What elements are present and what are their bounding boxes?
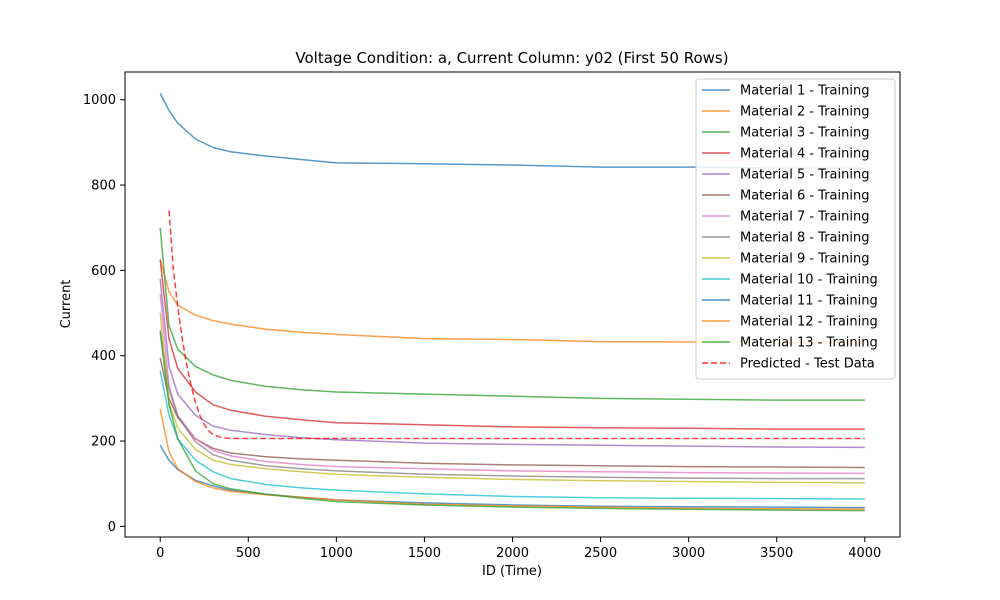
series-line-10 bbox=[159, 370, 865, 500]
series-line-2 bbox=[159, 259, 865, 344]
y-tick-label: 400 bbox=[91, 349, 116, 364]
legend-label: Material 3 - Training bbox=[740, 126, 869, 141]
legend-label: Predicted - Test Data bbox=[740, 357, 875, 372]
y-tick-label: 600 bbox=[91, 264, 116, 279]
y-tick-label: 200 bbox=[91, 435, 116, 450]
x-tick-label: 3500 bbox=[760, 546, 793, 561]
y-axis-label: Current bbox=[59, 280, 74, 329]
x-tick-label: 1000 bbox=[320, 546, 353, 561]
plot-area bbox=[159, 92, 865, 512]
legend-label: Material 11 - Training bbox=[740, 294, 878, 309]
legend-label: Material 9 - Training bbox=[740, 252, 869, 267]
series-line-8 bbox=[159, 329, 865, 480]
chart-title: Voltage Condition: a, Current Column: y0… bbox=[295, 49, 728, 67]
x-axis: 0 500 1000 1500 2000 2500 3000 3500 4000 bbox=[156, 537, 881, 561]
series-line-5 bbox=[159, 278, 865, 449]
series-line-3 bbox=[159, 227, 865, 401]
x-tick-label: 2000 bbox=[496, 546, 529, 561]
y-axis: 0 200 400 600 800 1000 bbox=[83, 93, 125, 535]
legend-label: Material 13 - Training bbox=[740, 336, 878, 351]
series-line-7 bbox=[159, 293, 865, 475]
legend-label: Material 8 - Training bbox=[740, 231, 869, 246]
y-tick-label: 0 bbox=[108, 520, 116, 535]
legend-label: Material 7 - Training bbox=[740, 210, 869, 225]
legend: Material 1 - Training Material 2 - Traini… bbox=[695, 78, 896, 380]
y-tick-label: 1000 bbox=[83, 93, 116, 108]
series-line-1 bbox=[159, 92, 865, 169]
series-line-4 bbox=[159, 259, 865, 430]
legend-label: Material 10 - Training bbox=[740, 273, 878, 288]
legend-label: Material 5 - Training bbox=[740, 168, 869, 183]
x-tick-label: 500 bbox=[236, 546, 261, 561]
legend-label: Material 2 - Training bbox=[740, 105, 869, 120]
x-tick-label: 3000 bbox=[672, 546, 705, 561]
series-line-9 bbox=[159, 312, 865, 484]
x-tick-label: 2500 bbox=[584, 546, 617, 561]
legend-label: Material 12 - Training bbox=[740, 315, 878, 330]
legend-label: Material 6 - Training bbox=[740, 189, 869, 204]
series-line-13 bbox=[159, 332, 865, 512]
series-line-12 bbox=[159, 408, 865, 511]
legend-label: Material 4 - Training bbox=[740, 147, 869, 162]
legend-label: Material 1 - Training bbox=[740, 84, 869, 99]
x-tick-label: 0 bbox=[156, 546, 164, 561]
x-tick-label: 4000 bbox=[848, 546, 881, 561]
x-axis-label: ID (Time) bbox=[482, 564, 542, 579]
legend-box bbox=[695, 78, 896, 380]
y-tick-label: 800 bbox=[91, 179, 116, 194]
x-tick-label: 1500 bbox=[408, 546, 441, 561]
series-line-14 bbox=[168, 210, 865, 440]
